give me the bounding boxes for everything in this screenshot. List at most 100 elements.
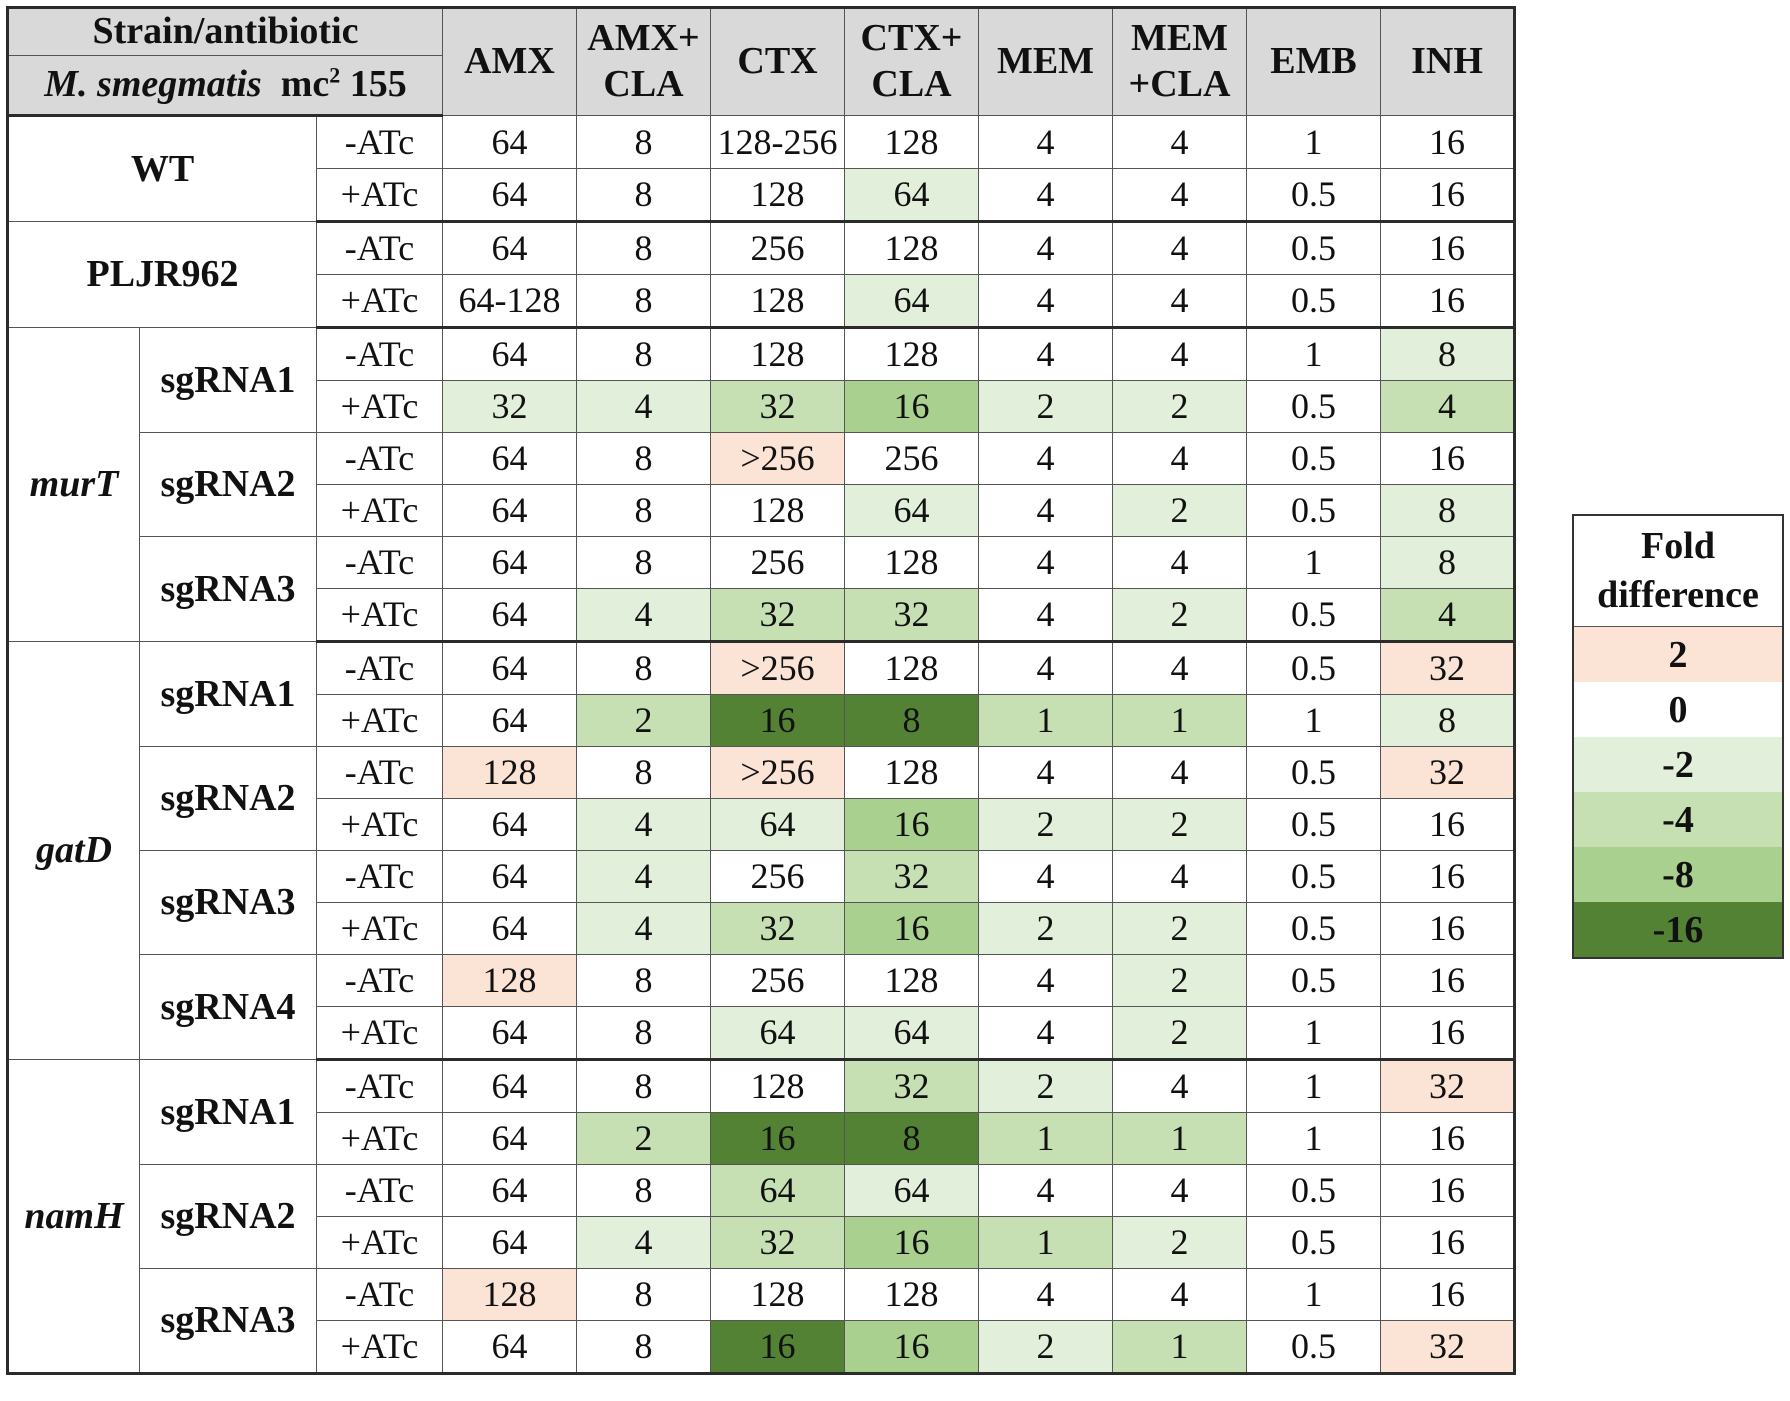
mic-cell: 4 xyxy=(576,849,711,903)
mic-cell: 64 xyxy=(442,1215,577,1269)
mic-cell: 1 xyxy=(1246,693,1381,747)
mic-cell: 8 xyxy=(1380,483,1515,537)
mic-cell: 64 xyxy=(442,220,577,275)
mic-cell: 16 xyxy=(1380,901,1515,955)
mic-cell: 64 xyxy=(442,431,577,485)
mic-cell: 16 xyxy=(844,901,979,955)
mic-cell: 16 xyxy=(1380,1005,1515,1061)
mic-cell: 128 xyxy=(844,114,979,169)
table-row: +ATc 32 4 32 16 2 2 0.5 4 xyxy=(8,379,1515,433)
mic-cell: 64 xyxy=(844,1005,979,1061)
legend-item: -16 xyxy=(1573,902,1783,958)
mic-cell: 2 xyxy=(1112,587,1247,643)
condition-label: +ATc xyxy=(316,901,443,955)
mic-cell: 16 xyxy=(1380,114,1515,169)
col-header-ctx-label: CTX xyxy=(737,40,818,82)
mic-cell: 0.5 xyxy=(1246,483,1381,537)
species-name: M. smegmatis xyxy=(44,62,262,105)
mic-cell: 4 xyxy=(1380,587,1515,643)
table-row: +ATc 64 4 64 16 2 2 0.5 16 xyxy=(8,797,1515,851)
table-row: murT sgRNA1 -ATc 64 8 128 128 4 4 1 8 xyxy=(7,326,1515,642)
mic-cell: 32 xyxy=(710,587,845,643)
mic-cell: 128 xyxy=(844,640,979,695)
mic-cell: 4 xyxy=(1112,273,1247,329)
mic-cell: 0.5 xyxy=(1246,587,1381,643)
mic-cell: 256 xyxy=(844,431,979,485)
mic-cell: 1 xyxy=(1246,326,1381,381)
mic-cell: 64 xyxy=(442,1058,577,1113)
col-header-mem-label: MEM xyxy=(996,40,1095,82)
gene-label-murt: murT xyxy=(7,326,140,642)
guide-label-murt-sgrna1: sgRNA1 xyxy=(139,326,317,433)
condition-label: -ATc xyxy=(316,1163,443,1217)
mic-cell: 32 xyxy=(710,901,845,955)
table-row: namH sgRNA1 -ATc 64 8 128 32 2 4 1 32 xyxy=(7,1058,1515,1374)
mic-cell: 4 xyxy=(978,273,1113,329)
table-row: +ATc 64 8 128 64 4 4 0.5 16 xyxy=(8,167,1515,223)
strain-superscript: 2 xyxy=(329,62,341,88)
header-strain-antibiotic-label: Strain/antibiotic xyxy=(92,10,359,52)
mic-cell: 1 xyxy=(1246,1058,1381,1113)
mic-cell: 1 xyxy=(978,1111,1113,1165)
mic-cell: 64 xyxy=(442,535,577,589)
mic-cell: 16 xyxy=(1380,1111,1515,1165)
col-header-amx: AMX xyxy=(442,7,577,116)
legend-swatch: -16 xyxy=(1573,902,1783,958)
mic-cell: 64 xyxy=(844,1163,979,1217)
mic-cell: 32 xyxy=(1380,1319,1515,1375)
mic-cell: 2 xyxy=(978,1319,1113,1375)
mic-cell: 0.5 xyxy=(1246,901,1381,955)
mic-cell: 2 xyxy=(1112,797,1247,851)
mic-cell: 128 xyxy=(710,483,845,537)
mic-cell: 128-256 xyxy=(710,114,845,169)
mic-cell: 64 xyxy=(710,1163,845,1217)
header-strain-antibiotic: Strain/antibiotic xyxy=(7,7,443,56)
mic-cell: 1 xyxy=(1246,535,1381,589)
mic-cell: >256 xyxy=(710,640,845,695)
mic-cell: 64 xyxy=(442,1319,577,1375)
mic-cell: 32 xyxy=(1380,640,1515,695)
mic-cell: 2 xyxy=(978,901,1113,955)
mic-cell: 4 xyxy=(576,379,711,433)
condition-label: -ATc xyxy=(316,953,443,1007)
mic-cell: 4 xyxy=(978,849,1113,903)
col-header-inh: INH xyxy=(1380,7,1515,116)
legend-title: Fold difference xyxy=(1573,515,1783,627)
mic-cell: 128 xyxy=(844,220,979,275)
col-header-amx-label: AMX xyxy=(464,40,555,82)
table-row: sgRNA2 -ATc 64 8 >256 256 4 4 0.5 16 xyxy=(8,431,1515,537)
table-row: +ATc 64-128 8 128 64 4 4 0.5 16 xyxy=(8,273,1515,329)
mic-cell: 0.5 xyxy=(1246,640,1381,695)
mic-cell: 256 xyxy=(710,849,845,903)
mic-cell: 16 xyxy=(1380,1215,1515,1269)
mic-cell: 16 xyxy=(1380,220,1515,275)
mic-cell: 64 xyxy=(442,693,577,747)
legend-swatch: -8 xyxy=(1573,847,1783,902)
mic-cell: 4 xyxy=(1112,1163,1247,1217)
mic-cell: 4 xyxy=(978,220,1113,275)
condition-label: +ATc xyxy=(316,1215,443,1269)
guide-label-gatd-sgrna3: sgRNA3 xyxy=(139,849,317,955)
mic-cell: 32 xyxy=(442,379,577,433)
condition-label: -ATc xyxy=(316,1058,443,1113)
strain-label-pljr962: PLJR962 xyxy=(7,220,317,328)
mic-cell: 4 xyxy=(1112,745,1247,799)
mic-cell: 4 xyxy=(978,640,1113,695)
mic-cell: 64 xyxy=(442,326,577,381)
condition-label: +ATc xyxy=(316,797,443,851)
mic-cell: 1 xyxy=(1246,1005,1381,1061)
mic-cell: 8 xyxy=(1380,535,1515,589)
col-header-ctx-cla-line2: CLA xyxy=(871,62,952,105)
mic-cell: 2 xyxy=(1112,379,1247,433)
legend-title-line2: difference xyxy=(1597,574,1759,616)
condition-label: +ATc xyxy=(316,587,443,643)
mic-cell: 64 xyxy=(844,273,979,329)
mic-cell: 0.5 xyxy=(1246,797,1381,851)
guide-label-namh-sgrna2: sgRNA2 xyxy=(139,1163,317,1269)
col-header-amx-cla-line2: CLA xyxy=(603,62,684,105)
mic-cell: 64 xyxy=(442,1111,577,1165)
condition-label: -ATc xyxy=(316,640,443,695)
table-row: +ATc 64 8 128 64 4 2 0.5 8 xyxy=(8,483,1515,537)
gene-label-gatd: gatD xyxy=(7,640,140,1060)
mic-cell: 32 xyxy=(710,1215,845,1269)
